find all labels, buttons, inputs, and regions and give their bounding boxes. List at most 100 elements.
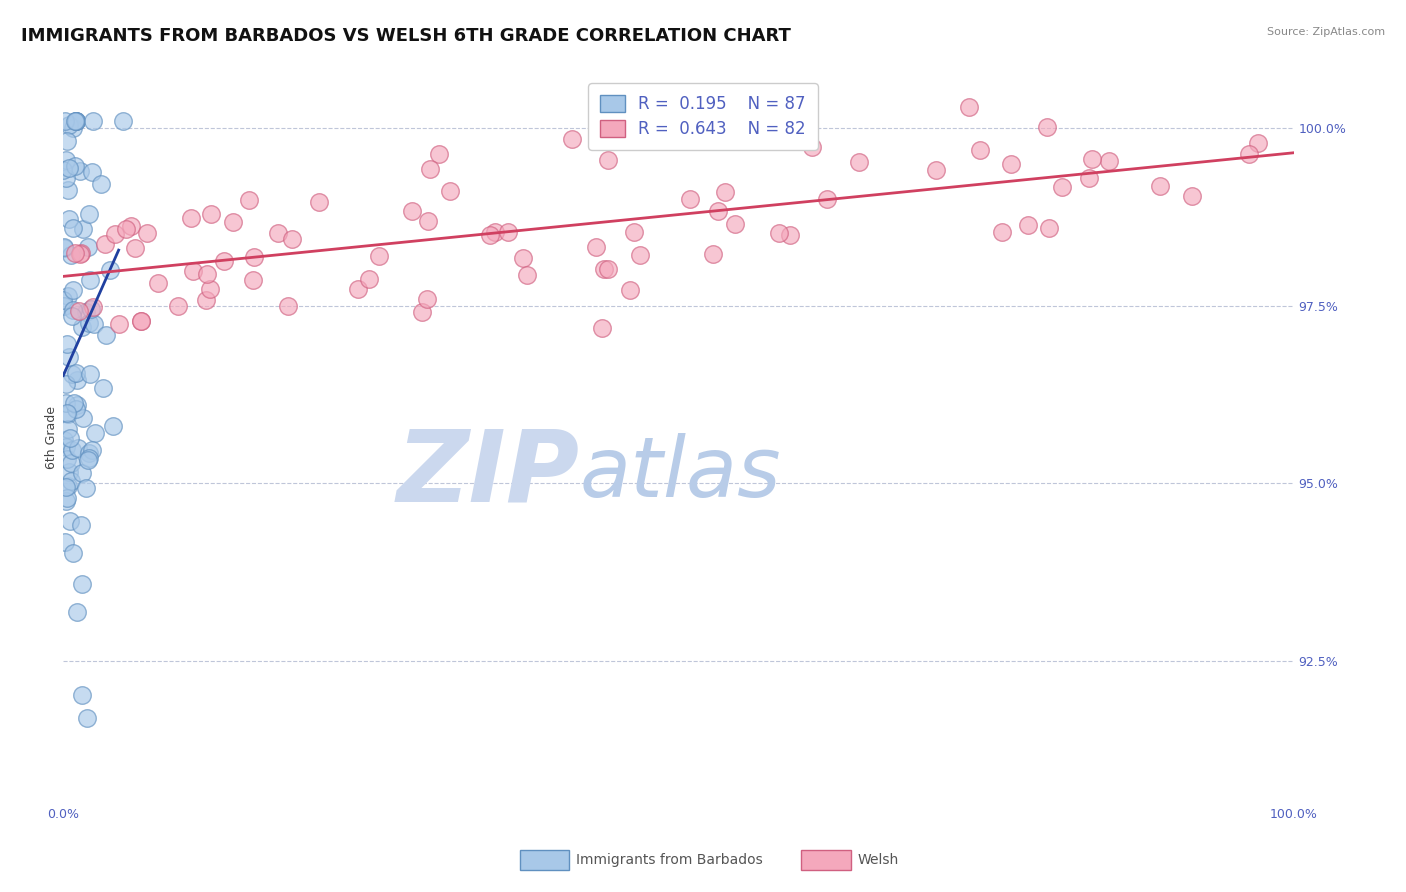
Point bbox=[58, 212, 80, 227]
Point bbox=[58, 479, 80, 493]
Point bbox=[991, 226, 1014, 240]
Point bbox=[52, 293, 75, 307]
Point bbox=[55, 396, 77, 410]
Point bbox=[516, 268, 538, 282]
Point bbox=[129, 313, 152, 327]
Point bbox=[1080, 152, 1102, 166]
Point bbox=[108, 317, 131, 331]
Point bbox=[1237, 147, 1260, 161]
Text: Source: ZipAtlas.com: Source: ZipAtlas.com bbox=[1267, 27, 1385, 37]
Point bbox=[98, 263, 121, 277]
Point bbox=[591, 321, 613, 335]
Point bbox=[91, 381, 114, 395]
Point bbox=[779, 228, 801, 243]
Point bbox=[957, 100, 980, 114]
Point bbox=[75, 481, 97, 495]
Point bbox=[55, 134, 77, 148]
Point bbox=[53, 534, 76, 549]
Point bbox=[222, 215, 245, 229]
Point bbox=[65, 114, 87, 128]
Point bbox=[815, 192, 838, 206]
Point bbox=[623, 225, 645, 239]
Point bbox=[53, 299, 76, 313]
Point bbox=[60, 456, 83, 470]
Point bbox=[281, 232, 304, 246]
Point bbox=[55, 153, 77, 167]
Point bbox=[848, 154, 870, 169]
Point bbox=[101, 419, 124, 434]
Point bbox=[65, 245, 87, 260]
Point bbox=[714, 185, 737, 199]
Point bbox=[496, 225, 519, 239]
Point bbox=[60, 309, 83, 323]
Text: Immigrants from Barbados: Immigrants from Barbados bbox=[576, 853, 763, 867]
Point bbox=[707, 204, 730, 219]
Point bbox=[58, 465, 80, 479]
Point bbox=[619, 283, 641, 297]
Point bbox=[1098, 154, 1121, 169]
Legend: R =  0.195    N = 87, R =  0.643    N = 82: R = 0.195 N = 87, R = 0.643 N = 82 bbox=[588, 83, 818, 150]
Point bbox=[67, 303, 90, 318]
Point bbox=[52, 163, 75, 178]
Point bbox=[180, 211, 202, 225]
Point bbox=[801, 140, 824, 154]
Text: atlas: atlas bbox=[579, 434, 782, 514]
Point bbox=[53, 433, 76, 447]
Point bbox=[167, 299, 190, 313]
Point bbox=[277, 299, 299, 313]
Point bbox=[111, 114, 134, 128]
Point bbox=[58, 351, 80, 365]
Point bbox=[55, 377, 77, 392]
Point bbox=[195, 267, 218, 281]
Point bbox=[628, 248, 651, 262]
Point bbox=[60, 443, 83, 458]
Point bbox=[62, 284, 84, 298]
Point bbox=[70, 517, 93, 532]
Point bbox=[58, 118, 80, 132]
Point bbox=[1017, 218, 1039, 232]
Point bbox=[1050, 180, 1073, 194]
Point bbox=[212, 254, 235, 268]
Point bbox=[82, 300, 104, 314]
Point bbox=[146, 276, 169, 290]
Point bbox=[77, 207, 100, 221]
Point bbox=[65, 114, 87, 128]
Point bbox=[82, 114, 104, 128]
Point bbox=[70, 577, 93, 591]
Point bbox=[70, 688, 93, 702]
Point bbox=[512, 251, 534, 265]
Point bbox=[419, 162, 441, 177]
Point bbox=[346, 282, 368, 296]
Point bbox=[82, 443, 104, 458]
Point bbox=[181, 263, 204, 277]
Point bbox=[69, 247, 91, 261]
Point bbox=[124, 241, 146, 255]
Point bbox=[77, 446, 100, 460]
Point bbox=[76, 305, 98, 319]
Point bbox=[368, 249, 391, 263]
Point bbox=[53, 241, 76, 255]
Point bbox=[702, 246, 724, 260]
Point bbox=[80, 301, 103, 316]
Text: IMMIGRANTS FROM BARBADOS VS WELSH 6TH GRADE CORRELATION CHART: IMMIGRANTS FROM BARBADOS VS WELSH 6TH GR… bbox=[21, 27, 792, 45]
Point bbox=[427, 146, 450, 161]
Point bbox=[77, 239, 100, 253]
Point bbox=[65, 114, 87, 128]
Point bbox=[724, 217, 747, 231]
Point bbox=[104, 227, 127, 241]
Point bbox=[79, 367, 101, 381]
Point bbox=[114, 222, 136, 236]
Point bbox=[1077, 171, 1099, 186]
Point bbox=[80, 165, 103, 179]
Point bbox=[416, 292, 439, 306]
Point bbox=[60, 368, 83, 382]
Point bbox=[55, 494, 77, 508]
Point bbox=[478, 228, 501, 243]
Point bbox=[62, 396, 84, 410]
Point bbox=[768, 226, 790, 240]
Point bbox=[55, 491, 77, 505]
Point bbox=[585, 240, 607, 254]
Point bbox=[484, 225, 506, 239]
Point bbox=[200, 282, 222, 296]
Point bbox=[69, 246, 91, 260]
